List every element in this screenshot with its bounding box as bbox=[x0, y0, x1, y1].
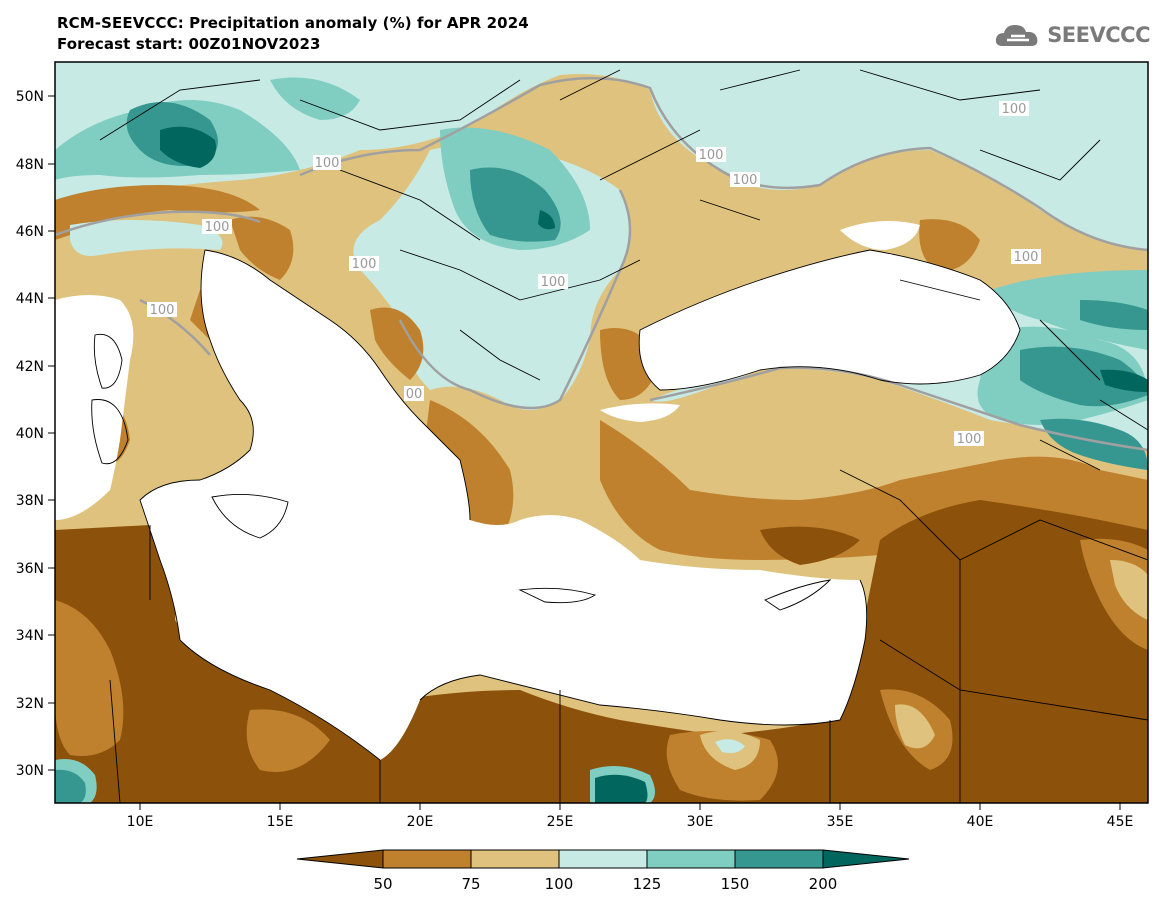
colorbar-labels: 50 75 100 125 150 200 bbox=[373, 875, 837, 893]
contour-labels: 100 100 100 100 100 100 100 100 100 100 … bbox=[147, 101, 1041, 447]
colorbar-segment bbox=[822, 849, 910, 869]
contour-label: 100 bbox=[730, 172, 760, 188]
lat-tick-label: 42N bbox=[16, 359, 44, 375]
colorbar-segment bbox=[296, 849, 384, 869]
colorbar-label: 125 bbox=[633, 875, 662, 893]
lat-tick-label: 46N bbox=[16, 224, 44, 240]
lat-tick-label: 44N bbox=[16, 291, 44, 307]
svg-text:100: 100 bbox=[541, 275, 566, 290]
contour-label: 100 bbox=[313, 155, 341, 171]
lat-tick-label: 38N bbox=[16, 493, 44, 509]
svg-text:100: 100 bbox=[957, 432, 982, 447]
logo-text: SEEVCCC bbox=[1047, 23, 1150, 47]
svg-text:100: 100 bbox=[733, 173, 758, 188]
lon-tick-label: 20E bbox=[407, 814, 434, 830]
lon-tick-label: 35E bbox=[827, 814, 854, 830]
contour-label: 100 bbox=[349, 256, 379, 272]
svg-text:100: 100 bbox=[1014, 250, 1039, 265]
svg-text:100: 100 bbox=[315, 156, 340, 171]
lat-tick-label: 32N bbox=[16, 696, 44, 712]
colorbar-segment bbox=[382, 849, 472, 869]
colorbar-label: 75 bbox=[461, 875, 480, 893]
colorbar-segment bbox=[646, 849, 736, 869]
colorbar-label: 50 bbox=[373, 875, 392, 893]
contour-label: 100 bbox=[1011, 249, 1041, 265]
cloud-icon bbox=[996, 25, 1038, 46]
latitude-axis: 50N 48N 46N 44N 42N 40N 38N 36N 34N 32N … bbox=[16, 89, 55, 779]
contour-label: 100 bbox=[538, 274, 568, 290]
contour-label: 100 bbox=[696, 147, 726, 163]
svg-text:100: 100 bbox=[205, 220, 230, 235]
lon-tick-label: 30E bbox=[687, 814, 714, 830]
contour-lines bbox=[55, 76, 1148, 452]
contour-label: 100 bbox=[147, 302, 177, 318]
lat-tick-label: 34N bbox=[16, 628, 44, 644]
colorbar-label: 200 bbox=[809, 875, 838, 893]
colorbar-segment bbox=[734, 849, 824, 869]
svg-text:00: 00 bbox=[406, 387, 423, 402]
lon-tick-label: 45E bbox=[1107, 814, 1134, 830]
lon-tick-label: 25E bbox=[547, 814, 574, 830]
colorbar bbox=[296, 849, 910, 869]
svg-text:100: 100 bbox=[150, 303, 175, 318]
longitude-axis: 10E 15E 20E 25E 30E 35E 40E 45E bbox=[127, 803, 1134, 830]
contour-label: 100 bbox=[954, 431, 984, 447]
lat-tick-label: 50N bbox=[16, 89, 44, 105]
contour-label: 100 bbox=[202, 219, 232, 235]
anomaly-field bbox=[55, 62, 1148, 803]
colorbar-label: 150 bbox=[721, 875, 750, 893]
lon-tick-label: 40E bbox=[967, 814, 994, 830]
lat-tick-label: 40N bbox=[16, 426, 44, 442]
lat-tick-label: 36N bbox=[16, 561, 44, 577]
coastlines-borders bbox=[91, 69, 1148, 803]
svg-text:100: 100 bbox=[699, 148, 724, 163]
contour-label: 00 bbox=[404, 386, 424, 402]
seevccc-logo: SEEVCCC bbox=[993, 20, 1150, 50]
map-title: RCM-SEEVCCC: Precipitation anomaly (%) f… bbox=[57, 14, 529, 32]
svg-text:100: 100 bbox=[1002, 102, 1027, 117]
lon-tick-label: 10E bbox=[127, 814, 154, 830]
contour-label: 100 bbox=[999, 101, 1029, 117]
lon-tick-label: 15E bbox=[267, 814, 294, 830]
svg-text:100: 100 bbox=[352, 257, 377, 272]
lat-tick-label: 30N bbox=[16, 763, 44, 779]
forecast-start-subtitle: Forecast start: 00Z01NOV2023 bbox=[57, 35, 321, 53]
colorbar-segment bbox=[470, 849, 560, 869]
lat-tick-label: 48N bbox=[16, 157, 44, 173]
colorbar-label: 100 bbox=[545, 875, 574, 893]
colorbar-segment bbox=[558, 849, 648, 869]
